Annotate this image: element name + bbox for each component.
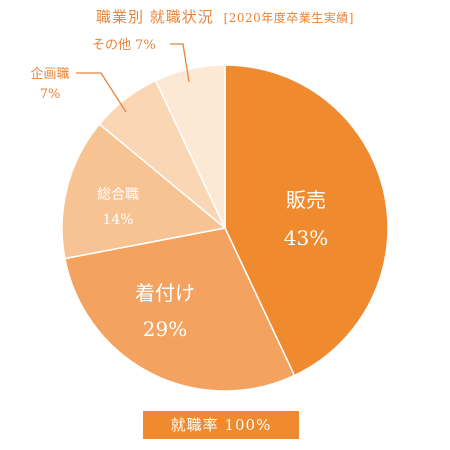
pie-value-3: 14%: [102, 212, 133, 228]
pie-label-1: 販売: [286, 188, 326, 212]
leader-line-4: [76, 72, 127, 113]
pie-slice-5: [154, 64, 226, 229]
pie-value-4: 7%: [40, 87, 61, 102]
pie-label-4: 企画職: [30, 66, 69, 82]
chart-title-main: 職業別 就職状況: [96, 8, 214, 26]
pie-slice-1: [224, 64, 389, 377]
chart-title-sub: [2020年度卒業生実績]: [223, 11, 354, 25]
pie-value-1: 43%: [284, 226, 328, 250]
chart-title: 職業別 就職状況 [2020年度卒業生実績]: [0, 6, 450, 27]
pie-slice-3: [61, 123, 227, 260]
pie-value-2: 29%: [143, 317, 187, 341]
employment-rate-badge: 就職率 100%: [143, 411, 299, 439]
leader-lines: [76, 43, 190, 113]
pie-label-2: 着付け: [135, 281, 195, 305]
pie-label-3: 総合職: [97, 187, 139, 203]
pie-label-5: その他 7%: [92, 38, 156, 53]
leader-line-5: [170, 43, 190, 83]
pie-slice-2: [64, 227, 296, 392]
pie-labels: 販売 43% 着付け 29% 総合職 14% 企画職 7% その他 7%: [30, 38, 328, 341]
pie-slices: [61, 64, 389, 392]
